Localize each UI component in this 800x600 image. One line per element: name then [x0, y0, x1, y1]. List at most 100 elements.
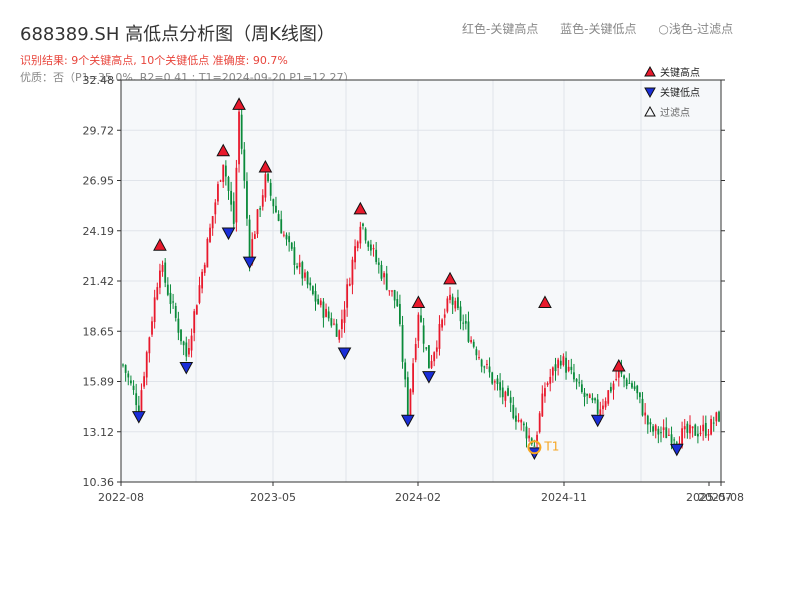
- x-tick-label: 2025-08: [698, 491, 744, 504]
- candle-body: [372, 248, 375, 250]
- candle-body: [222, 164, 225, 182]
- candle-body: [670, 434, 673, 443]
- legend-marker: [644, 87, 656, 99]
- candle-body: [145, 352, 148, 378]
- key-low-marker: [131, 411, 146, 424]
- candle-body: [704, 422, 707, 436]
- candle-body: [127, 373, 130, 378]
- candle-body: [240, 114, 243, 149]
- candle-body: [459, 306, 462, 322]
- candle-body: [364, 228, 367, 241]
- candle-body: [161, 265, 164, 272]
- candle-body: [246, 181, 248, 219]
- x-tick-label: 2024-02: [395, 491, 441, 504]
- candle-body: [517, 419, 520, 422]
- candle-body: [414, 344, 417, 360]
- candle-body: [509, 397, 512, 403]
- candle-body: [570, 366, 573, 371]
- candle-body: [137, 405, 140, 413]
- candle-body: [512, 404, 515, 419]
- candle-body: [217, 184, 219, 202]
- candle-body: [652, 426, 654, 432]
- candle-body: [130, 380, 132, 384]
- candle-body: [715, 412, 718, 422]
- candle-body: [285, 234, 288, 240]
- candle-body: [311, 286, 314, 295]
- y-tick-label: 32.48: [83, 74, 115, 87]
- candle-body: [380, 264, 383, 279]
- candle-body: [393, 290, 396, 301]
- candle-body: [185, 342, 188, 357]
- candle-body: [609, 386, 612, 392]
- candle-body: [375, 249, 378, 262]
- key-high-marker: [411, 295, 426, 308]
- candle-body: [428, 345, 430, 369]
- candle-body: [628, 382, 631, 384]
- candle-body: [301, 262, 304, 279]
- candle-body: [383, 273, 385, 278]
- candle-body: [325, 308, 327, 317]
- candle-body: [578, 382, 581, 384]
- candle-body: [454, 300, 457, 309]
- candle-body: [707, 434, 710, 436]
- key-high-marker: [443, 271, 457, 285]
- candle-body: [501, 387, 504, 398]
- candle-body: [641, 398, 644, 416]
- y-tick-label: 24.19: [83, 225, 115, 238]
- candle-body: [267, 173, 269, 182]
- legend-marker: [644, 65, 656, 77]
- t1-label: T1: [543, 439, 559, 453]
- candle-body: [401, 325, 404, 362]
- candle-body: [691, 426, 694, 429]
- result-subtitle: 识别结果: 9个关键高点, 10个关键低点 准确度: 90.7%: [20, 54, 288, 67]
- candle-body: [673, 439, 676, 441]
- candle-body: [657, 428, 660, 435]
- candle-body: [575, 379, 578, 382]
- candle-body: [430, 361, 433, 368]
- candle-body: [304, 272, 306, 278]
- candle-body: [203, 264, 206, 273]
- y-tick-label: 10.36: [83, 476, 115, 489]
- candle-body: [396, 299, 399, 307]
- candle-body: [675, 442, 678, 444]
- chart-title: 688389.SH 高低点分析图（周K线图）: [20, 24, 335, 45]
- candle-body: [446, 298, 449, 312]
- candle-body: [253, 234, 256, 239]
- candle-body: [686, 423, 689, 433]
- candle-body: [480, 359, 483, 367]
- candle-body: [306, 272, 309, 285]
- candle-body: [625, 379, 628, 386]
- candle-body: [528, 435, 531, 439]
- candle-body: [710, 419, 712, 435]
- x-tick-label: 2024-11: [541, 491, 587, 504]
- candle-body: [317, 298, 320, 304]
- candle-body: [541, 393, 544, 417]
- key-low-marker: [337, 347, 352, 361]
- candle-body: [694, 424, 697, 436]
- candle-body: [377, 262, 380, 265]
- x-tick-label: 2025-07: [686, 491, 732, 504]
- candle-body: [457, 297, 459, 309]
- candle-body: [475, 349, 478, 356]
- candle-body: [143, 376, 145, 387]
- candle-body: [591, 397, 594, 401]
- candle-body: [520, 419, 523, 423]
- candle-body: [238, 111, 240, 165]
- candle-body: [193, 311, 196, 333]
- candle-body: [557, 359, 560, 368]
- candle-body: [269, 182, 272, 196]
- candle-body: [195, 305, 198, 315]
- candle-body: [420, 315, 422, 322]
- candle-body: [583, 392, 586, 397]
- candle-body: [515, 415, 517, 422]
- key-high-marker: [538, 295, 552, 308]
- candle-body: [351, 259, 354, 285]
- t1-marker: [527, 440, 542, 455]
- candle-body: [718, 411, 720, 422]
- candle-body: [631, 383, 633, 388]
- candle-body: [533, 445, 536, 447]
- candle-body: [122, 364, 124, 366]
- candle-body: [362, 223, 364, 227]
- legend-hint-filtered: ○浅色-过滤点: [658, 22, 734, 36]
- key-high-marker: [216, 143, 231, 157]
